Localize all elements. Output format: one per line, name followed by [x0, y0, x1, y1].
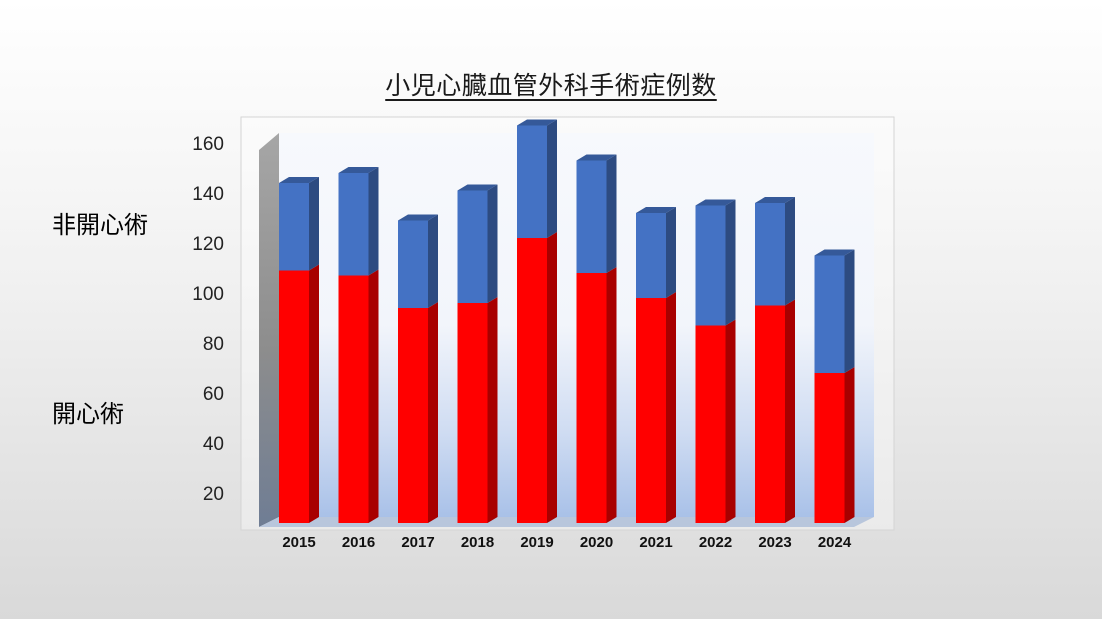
bar-segment-open-heart-2023	[755, 299, 795, 523]
y-tick-label: 80	[203, 334, 224, 355]
bar-segment-non-open-heart-2023	[755, 197, 795, 306]
bar-segment-non-open-heart-2016	[338, 167, 379, 276]
bar-segment-open-heart-2021	[636, 292, 676, 523]
y-tick-label: 60	[203, 384, 224, 405]
bar-segment-open-heart-2020	[576, 267, 617, 523]
x-tick-label: 2018	[461, 534, 494, 551]
bar-segment-open-heart-2015	[279, 264, 319, 523]
bar-segment-non-open-heart-2024	[814, 249, 855, 373]
bar-segment-non-open-heart-2017	[398, 214, 438, 308]
y-tick-label: 140	[192, 184, 224, 205]
bar-segment-non-open-heart-2018	[457, 184, 498, 303]
x-tick-label: 2021	[639, 534, 672, 551]
x-tick-label: 2024	[818, 534, 852, 551]
side-wall	[259, 133, 279, 527]
x-tick-label: 2023	[758, 534, 791, 551]
bar-segment-non-open-heart-2021	[636, 207, 676, 298]
bar-segment-open-heart-2024	[814, 367, 855, 523]
bar-segment-open-heart-2018	[457, 297, 498, 523]
bar-segment-non-open-heart-2015	[279, 177, 319, 271]
bar-segment-non-open-heart-2022	[695, 199, 736, 326]
y-tick-label: 40	[203, 434, 224, 455]
bar-segment-non-open-heart-2019	[517, 119, 557, 238]
bar-segment-non-open-heart-2020	[576, 154, 617, 273]
chart-title: 小児心臓血管外科手術症例数	[385, 71, 717, 100]
x-tick-label: 2019	[520, 534, 553, 551]
y-tick-label: 100	[192, 284, 224, 305]
y-tick-label: 20	[203, 484, 224, 505]
x-tick-label: 2016	[342, 534, 375, 551]
x-tick-label: 2020	[580, 534, 613, 551]
y-tick-label: 160	[192, 134, 224, 155]
x-tick-label: 2017	[401, 534, 434, 551]
y-tick-label: 120	[192, 234, 224, 255]
bar-segment-open-heart-2016	[338, 269, 379, 523]
legend-label-open-heart: 開心術	[52, 400, 124, 428]
x-tick-label: 2022	[699, 534, 732, 551]
x-tick-label: 2015	[282, 534, 315, 551]
legend-label-non-open-heart: 非開心術	[52, 211, 148, 239]
bar-segment-open-heart-2022	[695, 319, 736, 523]
bar-segment-open-heart-2019	[517, 232, 557, 523]
bar-segment-open-heart-2017	[398, 302, 438, 523]
